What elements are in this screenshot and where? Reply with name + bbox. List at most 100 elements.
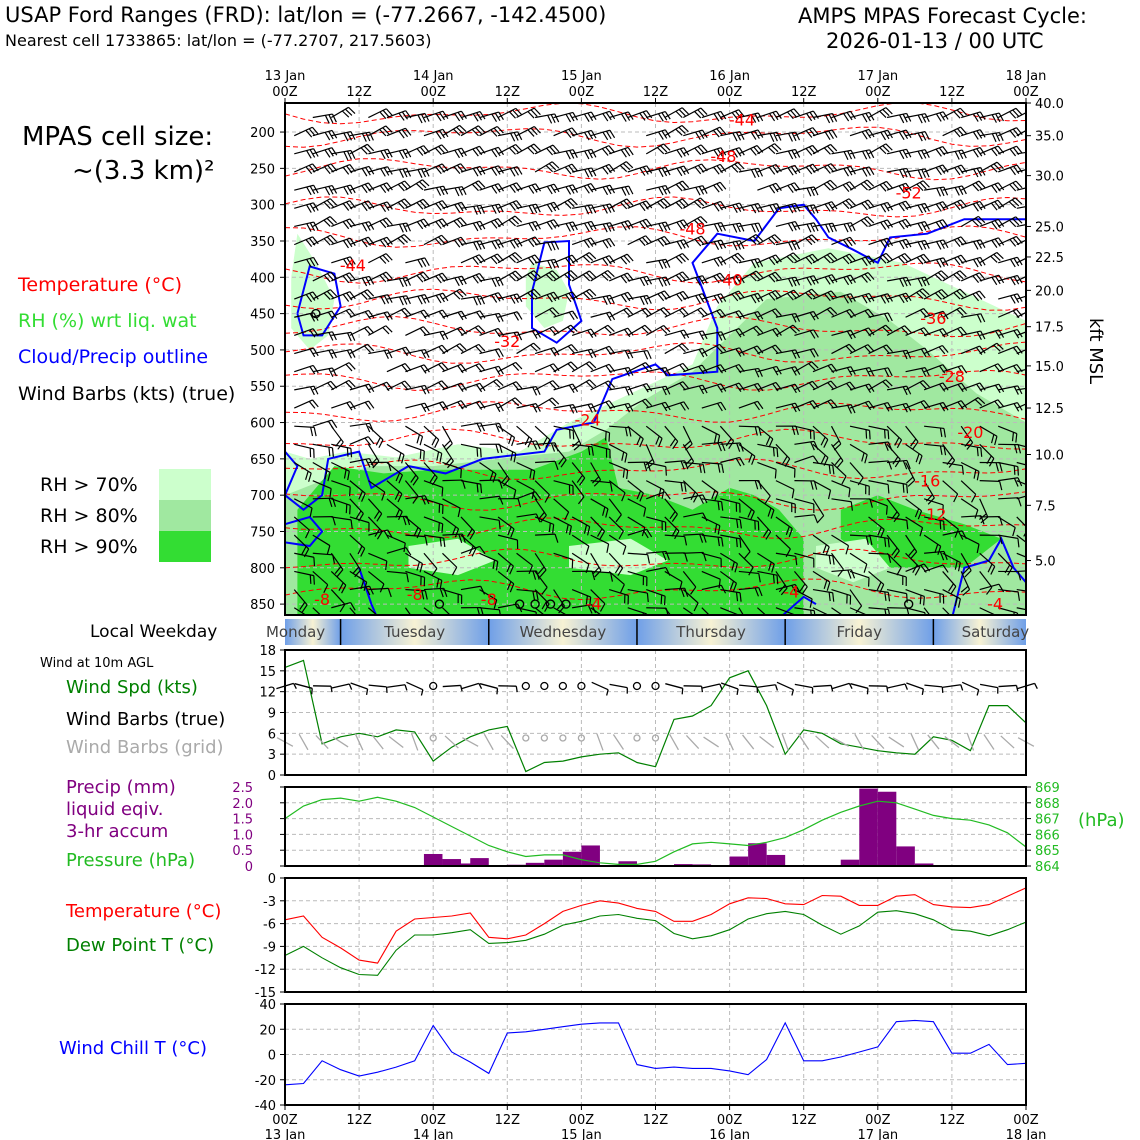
wind-barb-flag [813,329,819,338]
wind-barb-flag [639,277,646,287]
wind-barb [645,480,665,499]
wind-barb [1016,534,1026,554]
wind-barb [553,516,572,536]
wind-barb [608,570,625,593]
wind-barb [924,443,947,456]
wind-barb-flag [750,224,756,233]
wind-barb-flag [313,347,319,357]
wind-barb [516,440,541,450]
wind-barb-flag [571,254,579,263]
surface-wind-barb [850,683,869,689]
wind-barb [331,498,351,515]
wind-barb-flag [550,241,556,251]
legend-cloud: Cloud/Precip outline [18,346,209,368]
wind-barb-flag [757,383,764,392]
wind-barb [868,219,894,230]
wind-barb [720,516,743,529]
wind-barb-flag [774,271,782,280]
wind-barb-flag [832,592,835,602]
wind-barb-flag [343,258,349,267]
wind-barb-flag [387,166,393,175]
wind-barb [479,378,504,391]
wind-barb [701,552,722,568]
wind-barb-flag [609,295,615,304]
wind-barb-flag [939,220,946,229]
wind-barb-flag [923,253,931,262]
wind-barb-shaft [312,570,329,586]
wind-barb-shaft [979,583,1000,591]
wind-barb-flag [850,501,853,511]
wind-barb [460,382,486,393]
wind-barb-flag [735,458,742,467]
wind-barb [534,270,560,282]
wind-barb-flag [380,150,386,160]
wind-barb [794,455,819,464]
wind-barb [850,498,873,508]
wind-barb-flag [479,546,486,555]
wind-barb-flag [533,288,541,297]
wind-barb [609,425,632,437]
wind-barb-flag [906,460,911,470]
wind-barb [312,349,337,359]
wind-barb-flag [420,295,427,304]
wind-barb-flag [644,324,652,332]
wind-barb-flag [343,186,349,195]
wind-barb-flag [658,168,664,178]
wind-barb [868,498,888,515]
wind-barb-flag [457,508,461,518]
wind-barb [831,534,850,555]
wind-barb-flag [1029,187,1033,195]
surface-wind-barb-flag [330,686,333,693]
wind-barb-flag [424,349,430,358]
wind-barb-flag [678,109,686,117]
wind-barb-flag [375,437,381,446]
wind-barb-flag [698,385,705,395]
wind-barb-flag [960,326,968,335]
wind-barb-flag [661,367,667,377]
wind-barb-flag [642,166,649,175]
wind-barb-flag [627,272,634,281]
wind-barb-flag [829,307,838,315]
wind-barb-flag [454,113,461,122]
wind-barb-flag [490,256,498,265]
wind-barb [423,362,449,373]
wind-barb-flag [591,348,597,358]
wind-barb-flag [850,404,856,414]
wind-barb-shaft [923,607,931,615]
wind-barb-flag [397,183,405,192]
wind-barb-flag [719,126,727,135]
wind-barb [905,168,930,179]
wind-barb-flag [1009,130,1017,138]
wind-barb-flag [583,524,588,534]
wind-barb-flag [513,332,519,341]
surface-wind-barb [887,683,906,689]
wind-barb-flag [938,290,946,299]
wind-barb [979,329,1005,339]
wind-barb [979,182,1005,193]
wind-barb-flag [495,444,499,454]
pressure-tick-label: 300 [250,199,275,214]
wind-barb [608,307,634,318]
wind-barb [497,143,523,155]
wind-barb-flag [924,240,930,249]
wind-barb [886,425,903,449]
weekday-band [785,619,934,645]
wind-barb-flag [721,501,724,511]
wind-barb-flag [680,460,685,470]
wind-barb [998,570,1022,581]
wind-barb [442,288,467,300]
wind-barb-flag [639,438,644,448]
wind-barb-flag [516,200,523,209]
isotherm-line [285,341,1026,364]
wind-barb [905,308,930,318]
wind-barb [534,571,548,595]
wind-barb-flag [812,380,819,389]
wind-barb-flag [348,362,356,370]
wind-barb-flag [996,252,1004,260]
wind-barb-flag [976,447,979,457]
wind-barb-shaft [960,480,977,495]
wind-barb-flag [311,126,319,135]
wind-barb-flag [738,109,745,118]
wind-barb-flag [823,439,829,448]
pressure-unit-right: (hPa) [1078,810,1125,831]
